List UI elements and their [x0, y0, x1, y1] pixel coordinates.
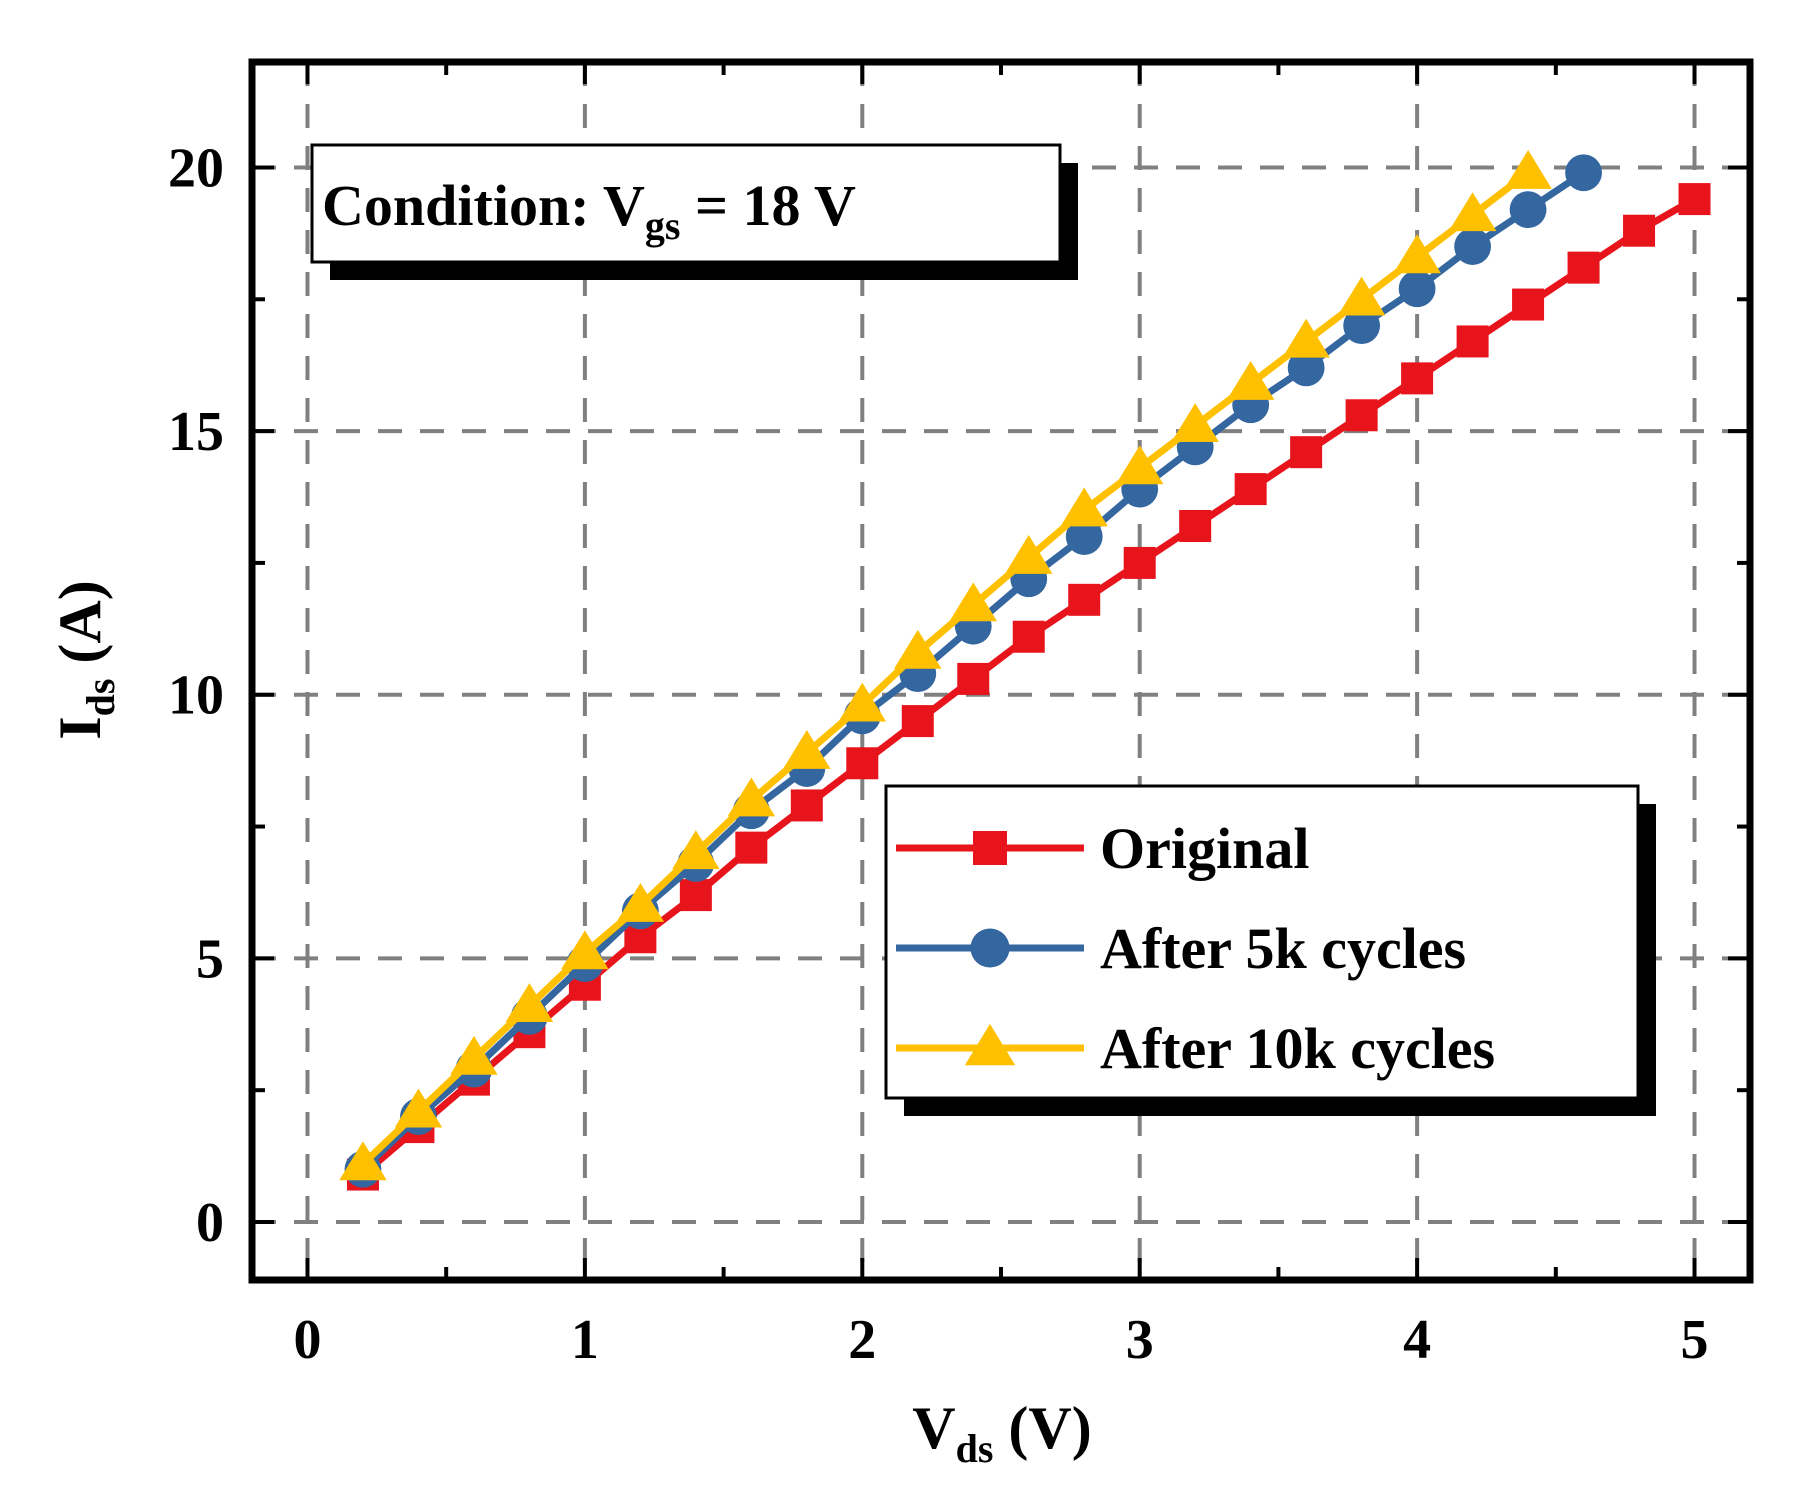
y-tick-label: 15 — [168, 401, 224, 463]
y-axis-title-unit: (A) — [47, 580, 113, 678]
x-tick-label: 5 — [1681, 1309, 1709, 1371]
data-point-triangle — [949, 582, 998, 622]
data-series — [339, 150, 1711, 1191]
data-point-square — [957, 662, 990, 695]
x-tick-label: 2 — [848, 1309, 876, 1371]
y-tick-label: 20 — [168, 137, 224, 199]
legend-label: After 10k cycles — [1100, 1016, 1495, 1081]
data-point-square — [1678, 183, 1711, 216]
data-point-triangle — [1171, 403, 1219, 443]
data-point-triangle — [727, 777, 776, 817]
legend-item: Original — [896, 816, 1309, 881]
x-tick-label: 3 — [1126, 1309, 1154, 1371]
data-point-triangle — [1060, 487, 1108, 527]
condition-text: Condition: Vgs = 18 V — [322, 173, 856, 248]
y-axis-title-main: I — [47, 716, 113, 739]
data-point-square — [1456, 325, 1489, 358]
data-point-square — [735, 831, 768, 864]
data-point-square — [790, 789, 823, 822]
data-point-square — [1123, 546, 1156, 579]
series-3 — [339, 150, 1552, 1181]
data-point-square — [973, 831, 1007, 865]
tick-labels: 0 1 2 3 4 5 0 5 10 15 20 — [168, 137, 1709, 1371]
data-point-square — [846, 747, 879, 780]
data-point-triangle — [1004, 534, 1053, 574]
y-axis-title: Ids (A) — [47, 580, 123, 739]
data-point-triangle — [561, 930, 609, 970]
legend-item: After 10k cycles — [896, 1016, 1495, 1081]
x-axis-title-unit: (V) — [993, 1395, 1091, 1461]
data-point-circle — [1343, 307, 1381, 345]
condition-box — [310, 143, 1062, 264]
legend: Original After 5k cycles After 10k cycles — [884, 784, 1656, 1116]
data-point-circle — [1509, 191, 1547, 229]
data-point-triangle — [964, 1023, 1016, 1066]
data-point-triangle — [339, 1141, 387, 1181]
data-point-triangle — [394, 1088, 443, 1128]
data-point-square — [1068, 583, 1101, 616]
data-point-circle — [1454, 228, 1491, 265]
data-point-triangle — [616, 882, 665, 922]
data-point-triangle — [894, 629, 942, 669]
data-point-triangle — [1115, 445, 1164, 485]
data-point-circle — [1287, 349, 1325, 387]
condition-sub: gs — [645, 203, 681, 248]
legend-label: After 5k cycles — [1100, 916, 1466, 981]
series-line — [360, 169, 1531, 1167]
data-point-square — [901, 705, 934, 738]
data-point-circle — [970, 928, 1010, 968]
data-point-square — [1345, 399, 1378, 432]
data-point-triangle — [1226, 360, 1275, 400]
data-point-square — [1234, 473, 1267, 506]
data-point-square — [1012, 620, 1045, 653]
y-tick-label: 10 — [168, 665, 224, 727]
data-point-square — [1567, 251, 1600, 284]
legend-item: After 5k cycles — [896, 916, 1466, 981]
x-axis-title-main: V — [912, 1395, 955, 1461]
condition-prefix: Condition: V — [322, 173, 645, 238]
data-point-circle — [1065, 518, 1103, 555]
x-tick-label: 4 — [1403, 1309, 1431, 1371]
data-point-triangle — [450, 1035, 498, 1075]
data-point-circle — [1398, 270, 1436, 308]
x-axis-title: Vds (V) — [912, 1395, 1091, 1471]
x-axis-title-sub: ds — [956, 1426, 994, 1471]
condition-annotation: Condition: Vgs = 18 V — [310, 143, 1078, 280]
data-point-triangle — [672, 830, 720, 870]
plot-frame — [248, 58, 1754, 1284]
data-point-triangle — [1393, 234, 1441, 274]
data-point-square — [1290, 436, 1323, 469]
data-point-square — [1623, 214, 1656, 247]
legend-label: Original — [1100, 816, 1309, 881]
series-1 — [346, 183, 1711, 1191]
data-point-triangle — [1448, 192, 1497, 232]
x-tick-label: 0 — [293, 1309, 321, 1371]
data-point-triangle — [1504, 150, 1552, 189]
data-point-square — [1179, 510, 1212, 542]
condition-suffix: = 18 V — [680, 173, 856, 238]
y-axis-title-sub: ds — [78, 679, 123, 717]
data-point-square — [679, 879, 712, 912]
data-point-triangle — [1282, 318, 1330, 358]
data-point-square — [1401, 362, 1434, 395]
data-point-square — [1512, 288, 1545, 321]
x-tick-label: 1 — [571, 1309, 599, 1371]
data-point-triangle — [783, 730, 831, 769]
data-point-triangle — [505, 983, 554, 1023]
y-tick-label: 5 — [196, 928, 224, 990]
data-point-triangle — [838, 682, 887, 722]
data-point-triangle — [1337, 276, 1386, 316]
data-point-circle — [1565, 154, 1602, 192]
y-tick-label: 0 — [196, 1192, 224, 1254]
